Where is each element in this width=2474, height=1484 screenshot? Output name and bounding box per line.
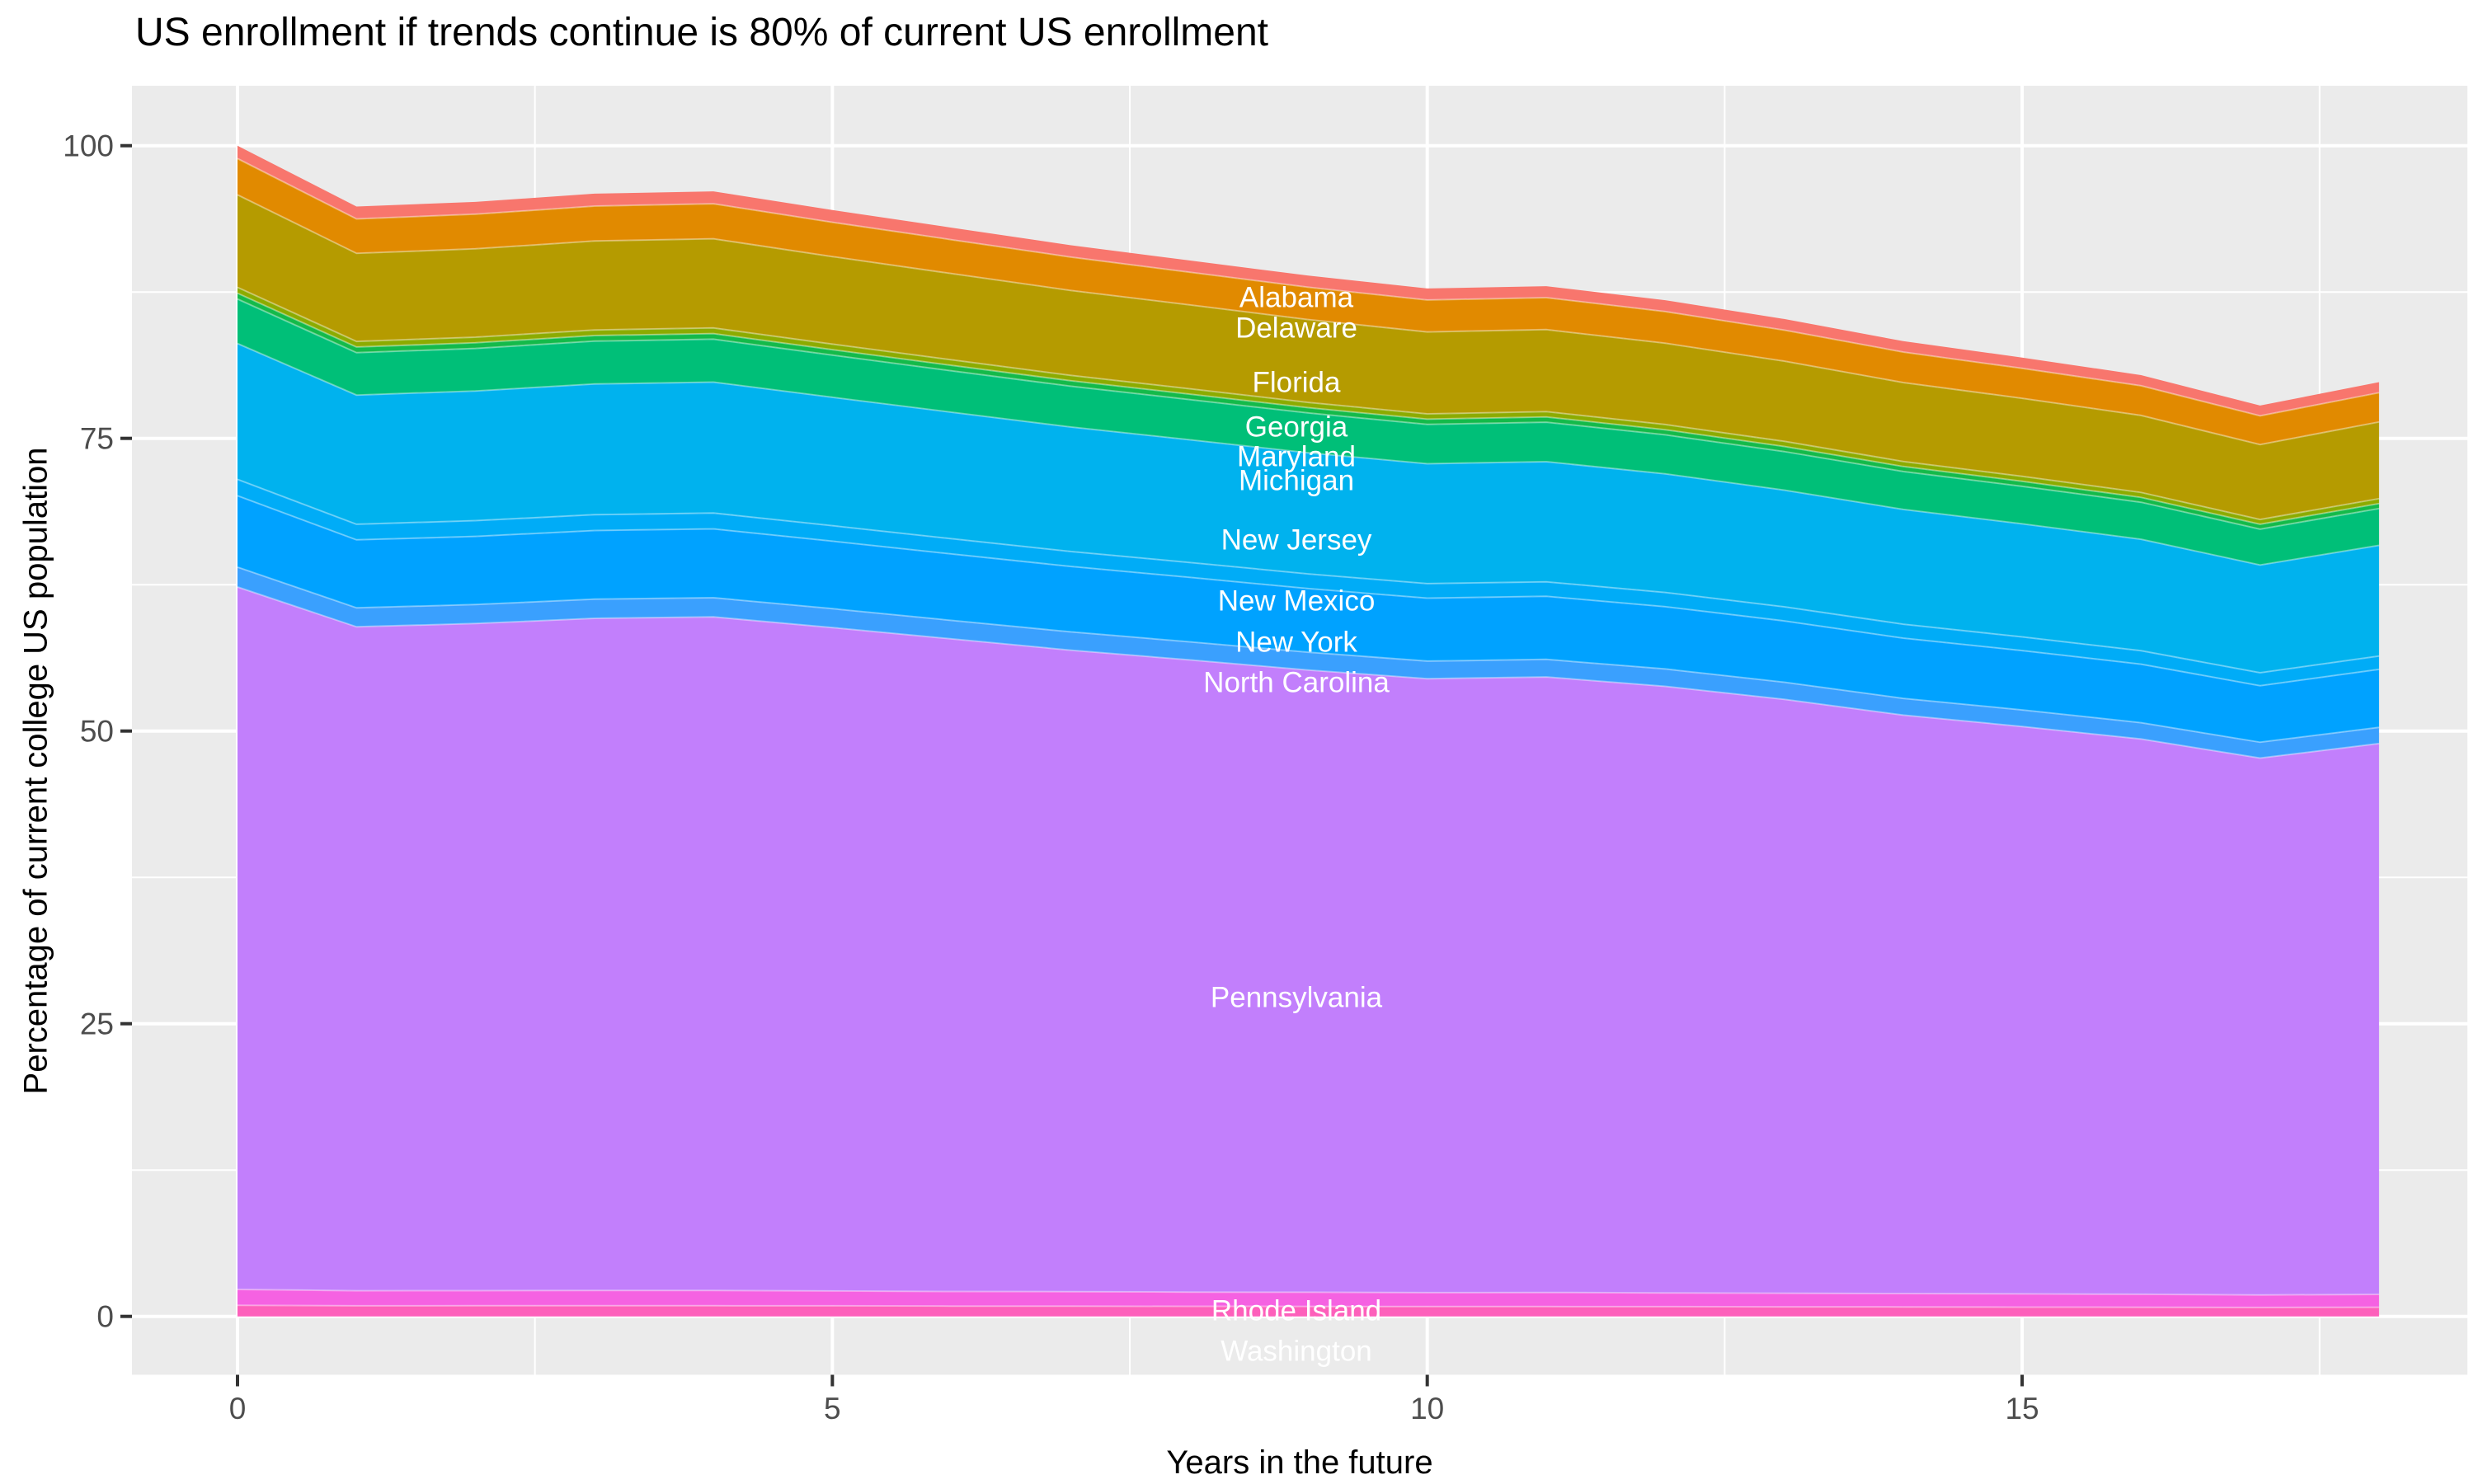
seam-above-new-york bbox=[237, 495, 2380, 687]
y-tick-label: 100 bbox=[63, 129, 114, 163]
y-tick-label: 25 bbox=[79, 1007, 114, 1041]
area-florida bbox=[238, 195, 2379, 520]
seam-above-washington bbox=[237, 1304, 2379, 1308]
seam-above-delaware bbox=[237, 157, 2380, 417]
area-label-alabama: Alabama bbox=[1239, 281, 1354, 314]
area-label-new-york: New York bbox=[1235, 626, 1357, 659]
seam-above-florida bbox=[237, 194, 2380, 446]
area-new-jersey bbox=[238, 343, 2379, 673]
area-delaware bbox=[238, 158, 2379, 445]
y-tick-label: 50 bbox=[79, 714, 114, 749]
y-tick-label: 75 bbox=[79, 421, 114, 456]
area-label-florida: Florida bbox=[1252, 366, 1341, 399]
seam-above-rhode-island bbox=[237, 1289, 2379, 1296]
seam-above-pennsylvania bbox=[237, 586, 2380, 759]
x-tick-label: 5 bbox=[824, 1391, 841, 1425]
area-label-delaware: Delaware bbox=[1235, 312, 1357, 345]
area-rhode-island bbox=[238, 1289, 2379, 1308]
area-maryland bbox=[238, 293, 2379, 529]
area-label-washington: Washington bbox=[1221, 1335, 1372, 1368]
area-label-maryland: Maryland bbox=[1237, 440, 1356, 473]
area-new-york bbox=[238, 495, 2379, 743]
area-label-rhode-island: Rhode Island bbox=[1211, 1294, 1382, 1327]
y-axis-title: Percentage of current college US populat… bbox=[17, 447, 54, 1095]
seam-above-new-jersey bbox=[237, 342, 2380, 566]
area-label-georgia: Georgia bbox=[1244, 411, 1348, 443]
area-washington bbox=[238, 1305, 2379, 1317]
x-tick-label: 0 bbox=[228, 1391, 247, 1425]
area-alabama bbox=[238, 145, 2379, 416]
x-tick-label: 10 bbox=[1410, 1391, 1445, 1425]
area-georgia bbox=[238, 287, 2379, 524]
area-label-new-mexico: New Mexico bbox=[1217, 585, 1376, 618]
y-tick-label: 0 bbox=[96, 1299, 114, 1334]
chart-title: US enrollment if trends continue is 80% … bbox=[135, 11, 1268, 54]
seam-above-georgia bbox=[237, 286, 2380, 521]
seam-above-michigan bbox=[237, 298, 2380, 530]
x-axis-title: Years in the future bbox=[1166, 1444, 1433, 1481]
area-new-mexico bbox=[238, 479, 2379, 686]
seam-above-new-mexico bbox=[237, 478, 2380, 674]
seam-above-north-carolina bbox=[237, 566, 2380, 744]
area-label-new-jersey: New Jersey bbox=[1221, 524, 1372, 556]
x-tick-label: 15 bbox=[2005, 1391, 2039, 1425]
area-label-michigan: Michigan bbox=[1238, 464, 1355, 497]
area-label-pennsylvania: Pennsylvania bbox=[1210, 981, 1383, 1014]
area-pennsylvania bbox=[238, 587, 2379, 1295]
seam-above-maryland bbox=[237, 292, 2380, 525]
area-label-north-carolina: North Carolina bbox=[1203, 666, 1390, 699]
area-michigan bbox=[238, 298, 2379, 566]
area-north-carolina bbox=[238, 566, 2379, 758]
